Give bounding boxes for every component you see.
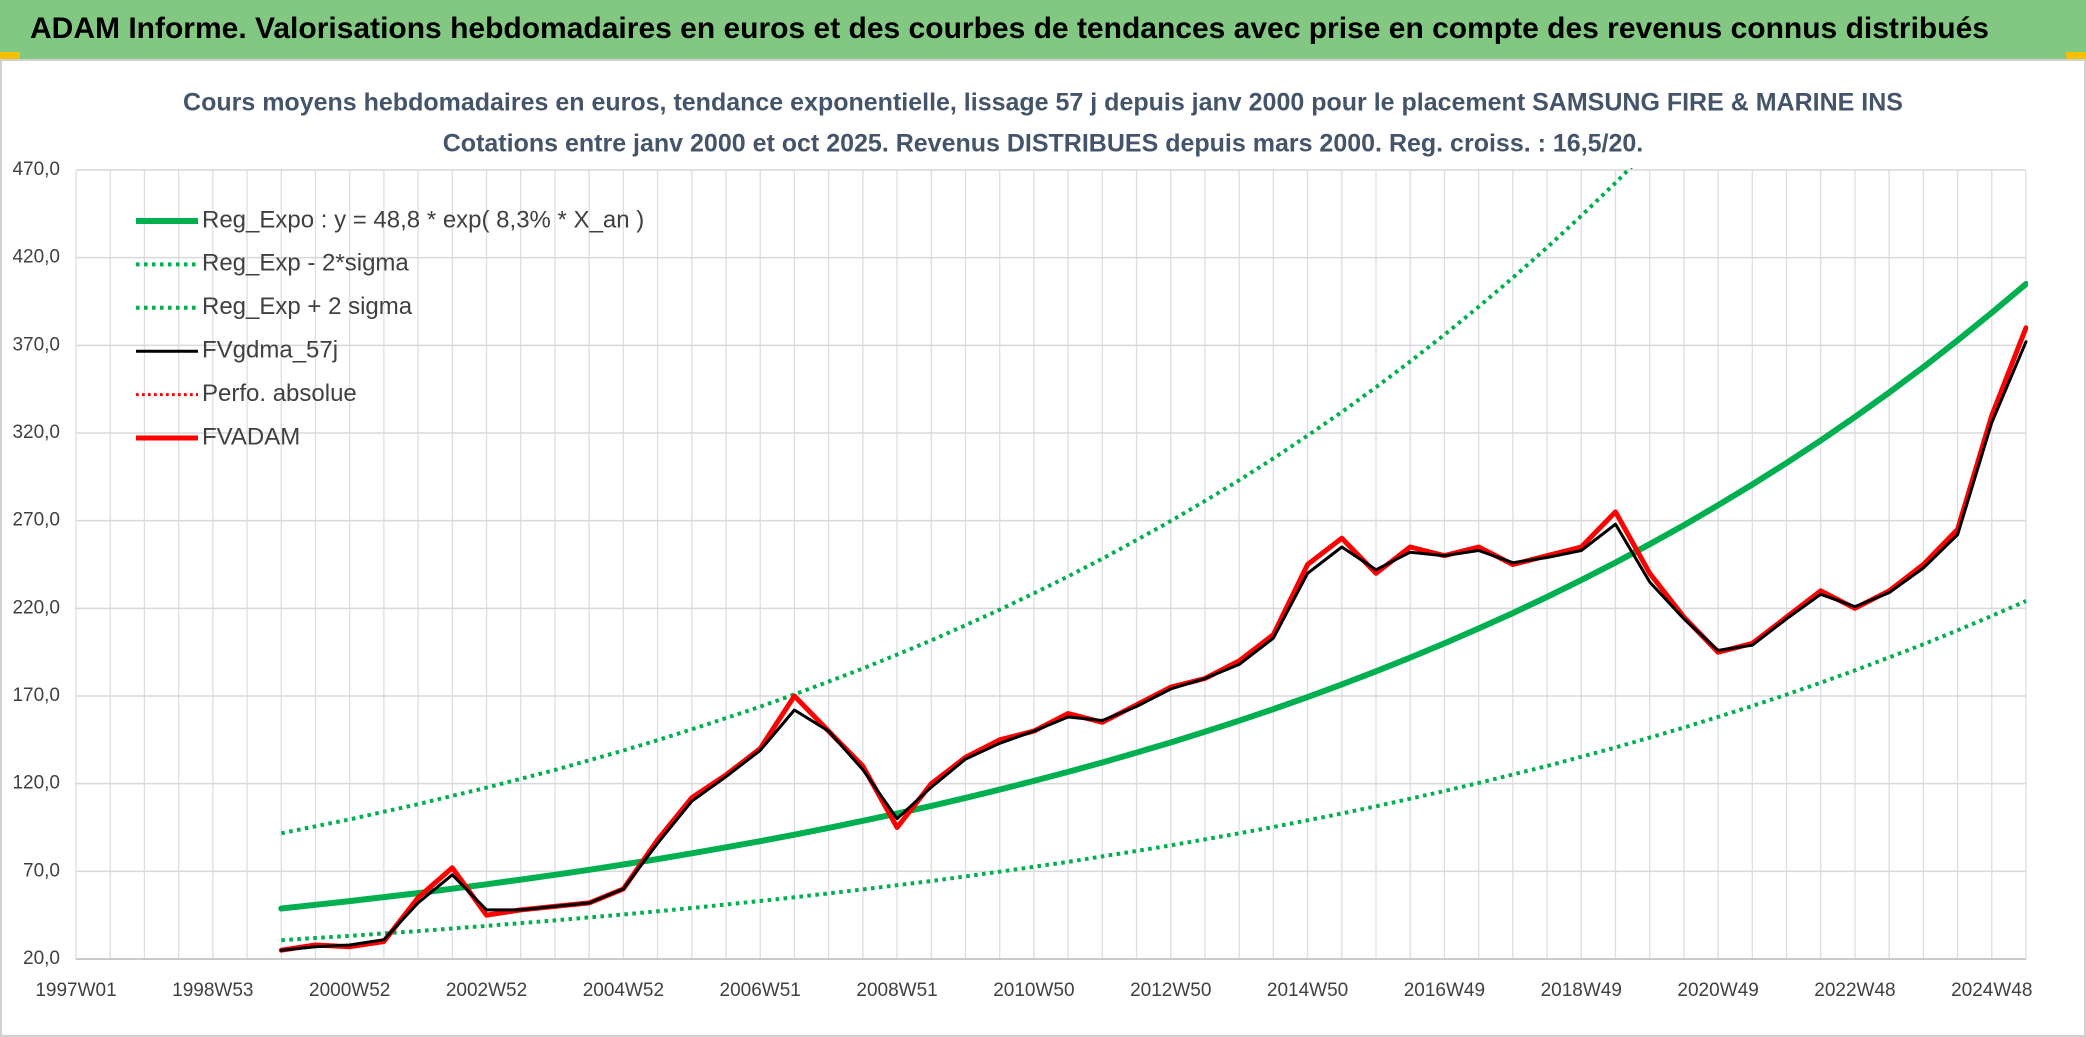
- frame: [0, 59, 2086, 1037]
- y-tick-label: 120,0: [12, 773, 60, 794]
- corner: [0, 52, 20, 60]
- chart-title: Cours moyens hebdomadaires en euros, ten…: [183, 89, 1903, 117]
- series-line: [279, 340, 2028, 952]
- x-tick-label: 2012W50: [1130, 980, 1211, 1001]
- x-tick-label: 2022W48: [1814, 980, 1895, 1001]
- y-tick-label: 270,0: [12, 510, 60, 531]
- labels: 20,0 70,0 120,0 170,0 220,0 270,0 320,0 370,0 42…: [12, 159, 2032, 1001]
- series-line: [278, 281, 2028, 912]
- x-tick-label: 2000W52: [309, 980, 390, 1001]
- x-tick-label: 2018W49: [1541, 980, 1622, 1001]
- x-tick-label: 2016W49: [1404, 980, 1485, 1001]
- series-line: [281, 599, 2027, 943]
- chart-subtitle: Cotations entre janv 2000 et oct 2025. R…: [443, 130, 1644, 158]
- y-tick-label: 370,0: [12, 334, 60, 355]
- x-tick-label: 2008W51: [856, 980, 937, 1001]
- y-tick-label: 170,0: [12, 685, 60, 706]
- legend-label: Perfo. absolue: [202, 380, 357, 407]
- x-tick-label: 2010W50: [993, 980, 1074, 1001]
- x-tick-label: 2014W50: [1267, 980, 1348, 1001]
- x-tick-label: 2020W49: [1677, 980, 1758, 1001]
- header-title: ADAM Informe. Valorisations hebdomadaire…: [30, 12, 1989, 45]
- corner: [2066, 52, 2086, 60]
- legend-label: Reg_Expo : y = 48,8 * exp( 8,3% * X_an ): [202, 206, 644, 233]
- y-tick-label: 420,0: [12, 247, 60, 268]
- legend-label: Reg_Exp - 2*sigma: [202, 250, 409, 277]
- header-bar: [0, 0, 2086, 60]
- x-tick-label: 1998W53: [172, 980, 253, 1001]
- y-tick-label: 320,0: [12, 422, 60, 443]
- y-tick-label: 470,0: [12, 159, 60, 180]
- legend-label: FVADAM: [202, 423, 300, 450]
- x-tick-label: 2006W51: [720, 980, 801, 1001]
- x-tick-label: 1997W01: [35, 980, 116, 1001]
- grid: [75, 169, 2027, 960]
- legend-label: FVgdma_57j: [202, 337, 338, 364]
- y-tick-label: 220,0: [12, 597, 60, 618]
- x-tick-label: 2004W52: [583, 980, 664, 1001]
- plot-area: [278, 168, 2028, 953]
- x-tick-label: 2024W48: [1951, 980, 2032, 1001]
- y-tick-label: 70,0: [23, 860, 60, 881]
- legend-label: Reg_Exp + 2 sigma: [202, 293, 413, 320]
- y-tick-label: 20,0: [23, 948, 60, 969]
- x-tick-label: 2002W52: [446, 980, 527, 1001]
